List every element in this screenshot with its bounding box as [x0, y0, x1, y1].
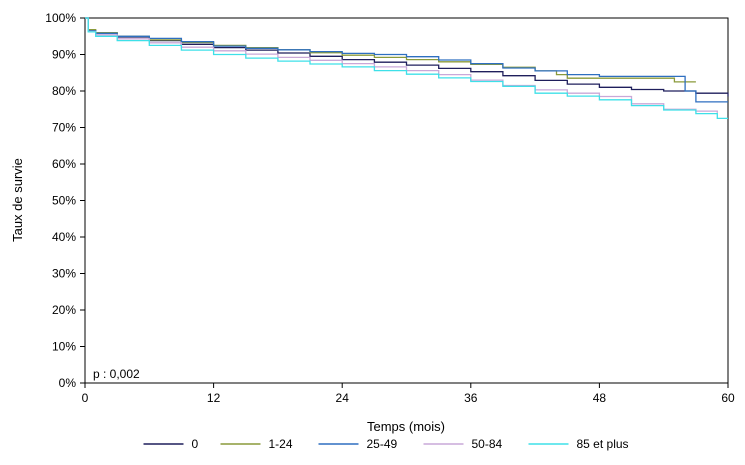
x-axis-title: Temps (mois) [367, 419, 445, 434]
p-value-annotation: p : 0,002 [93, 367, 140, 381]
legend-label-3: 50-84 [472, 437, 503, 451]
x-tick-label: 60 [721, 391, 735, 405]
y-tick-label: 40% [52, 230, 76, 244]
series-line-2 [85, 17, 728, 103]
y-tick-label: 20% [52, 303, 76, 317]
legend: 0 1-24 25-49 50-84 85 et plus [143, 437, 629, 451]
x-tick-label: 12 [207, 391, 221, 405]
y-tick-label: 90% [52, 48, 76, 62]
legend-label-4: 85 et plus [577, 437, 629, 451]
y-tick-label: 60% [52, 157, 76, 171]
y-tick-label: 100% [45, 11, 76, 25]
x-tick-label: 24 [336, 391, 350, 405]
y-tick-label: 30% [52, 267, 76, 281]
y-tick-label: 50% [52, 194, 76, 208]
legend-label-2: 25-49 [367, 437, 398, 451]
y-tick-label: 80% [52, 84, 76, 98]
x-tick-label: 0 [82, 391, 89, 405]
y-tick-label: 0% [59, 376, 77, 390]
series-layer [85, 17, 729, 120]
x-tick-label: 36 [464, 391, 478, 405]
legend-label-0: 0 [192, 437, 199, 451]
y-tick-label: 70% [52, 121, 76, 135]
series-line-3 [85, 17, 718, 113]
y-tick-label: 10% [52, 340, 76, 354]
series-line-1 [85, 17, 696, 83]
series-line-4 [85, 17, 728, 120]
x-tick-label: 48 [593, 391, 607, 405]
y-axis-title: Taux de survie [10, 158, 25, 242]
x-axis: 0 12 24 36 48 60 [82, 383, 735, 405]
y-axis: 0% 10% 20% 30% 40% 50% 60% 70% 80% 90% 100% [45, 11, 85, 390]
legend-label-1: 1-24 [269, 437, 293, 451]
